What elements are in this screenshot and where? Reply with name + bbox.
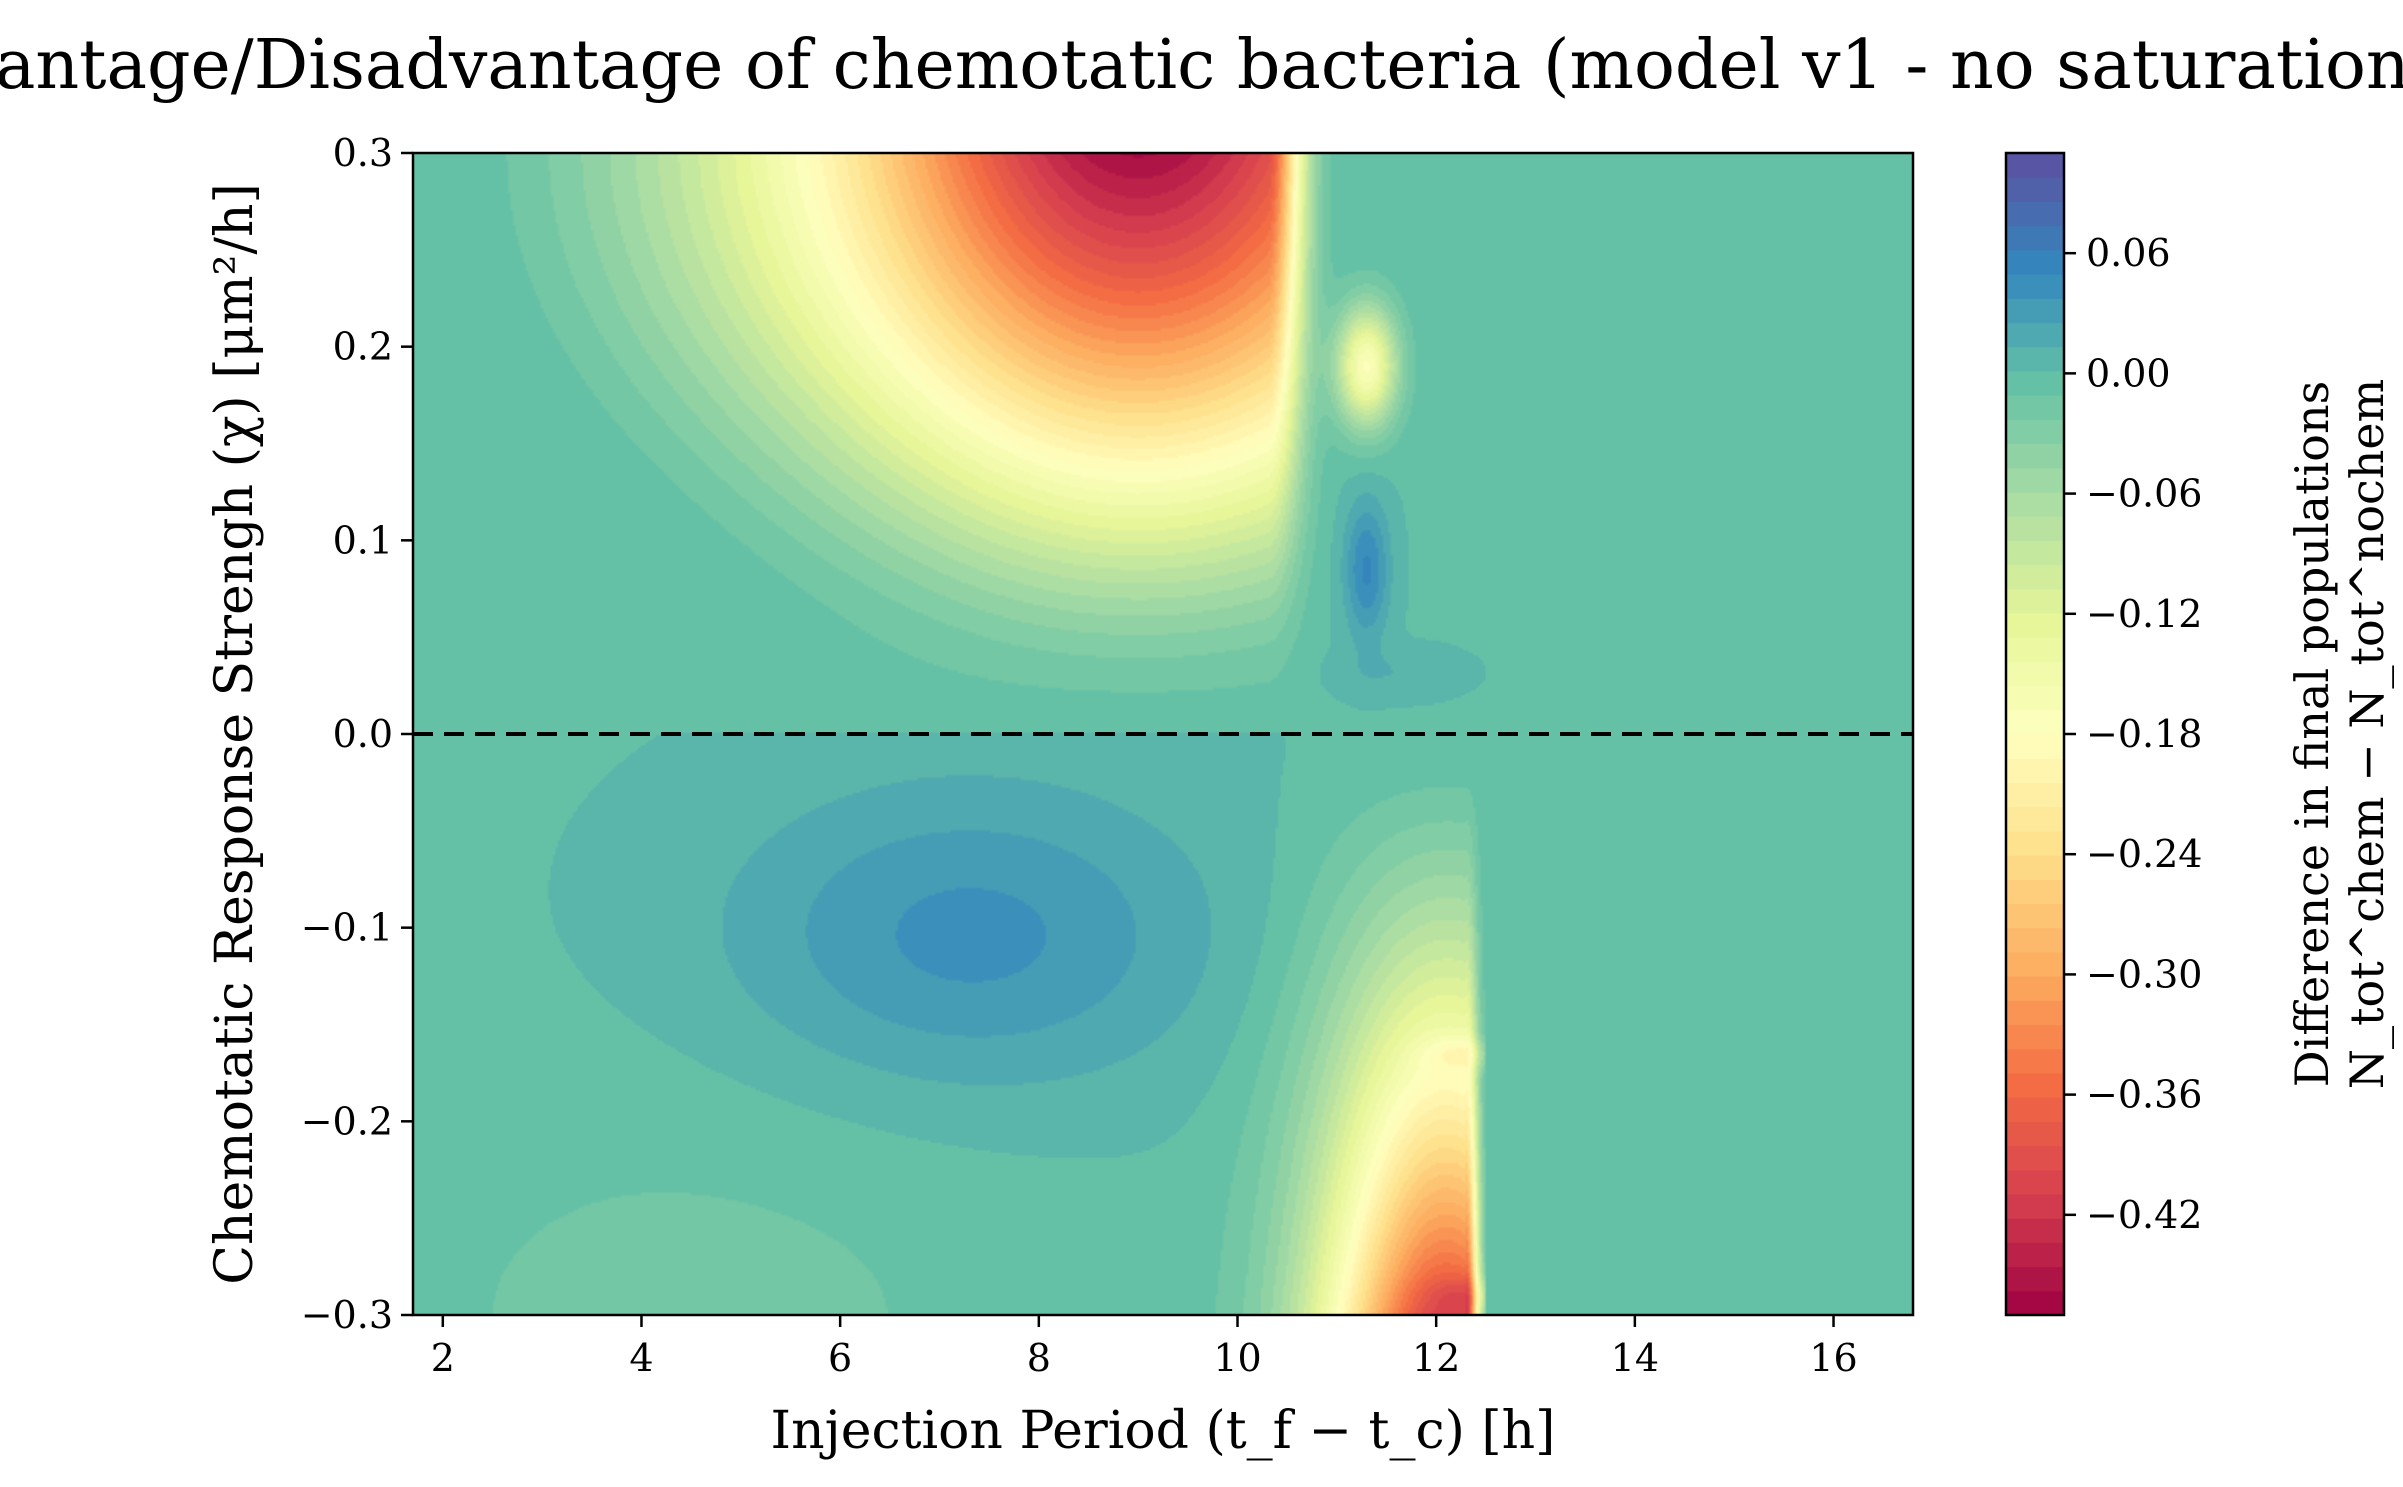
- colorbar-band: [2006, 1169, 2064, 1195]
- colorbar-band: [2006, 1218, 2064, 1243]
- y-tick-label: 0.0: [333, 712, 393, 756]
- colorbar-band: [2006, 661, 2064, 687]
- colorbar-band: [2006, 830, 2064, 856]
- colorbar-band: [2006, 443, 2064, 469]
- x-axis-label: Injection Period (t_f − t_c) [h]: [771, 1401, 1556, 1461]
- colorbar-band: [2006, 274, 2064, 299]
- colorbar-tick-label: −0.36: [2086, 1073, 2202, 1117]
- colorbar-band: [2006, 782, 2064, 808]
- colorbar-band: [2006, 201, 2064, 227]
- colorbar-band: [2006, 540, 2064, 566]
- colorbar-band: [2006, 1072, 2064, 1098]
- y-tick-label: −0.1: [301, 906, 393, 950]
- x-tick-label: 10: [1213, 1336, 1261, 1380]
- x-tick-label: 2: [431, 1336, 455, 1380]
- colorbar-band: [2006, 298, 2064, 324]
- colorbar-band: [2006, 1145, 2064, 1171]
- x-tick-label: 12: [1412, 1336, 1460, 1380]
- colorbar-tick-label: −0.18: [2086, 712, 2202, 756]
- y-tick-label: −0.3: [301, 1293, 393, 1337]
- colorbar-band: [2006, 516, 2064, 541]
- colorbar-band: [2006, 249, 2064, 275]
- chart-title: Advantage/Disadvantage of chemotatic bac…: [0, 26, 2403, 105]
- y-tick-label: 0.2: [333, 325, 393, 369]
- colorbar-tick-label: 0.00: [2086, 351, 2171, 395]
- colorbar-band: [2006, 637, 2064, 662]
- colorbar-band: [2006, 1024, 2064, 1050]
- x-tick-label: 8: [1027, 1336, 1051, 1380]
- x-tick-label: 16: [1809, 1336, 1857, 1380]
- colorbar-band: [2006, 1290, 2064, 1316]
- colorbar-tick-label: −0.30: [2086, 952, 2202, 996]
- colorbar-band: [2006, 177, 2064, 203]
- colorbar-band: [2006, 419, 2064, 445]
- colorbar-ticks: 0.06 0.00 −0.06 −0.12 −0.18 −0.24 −0.30 −0.36 −0…: [2064, 231, 2202, 1237]
- colorbar-band: [2006, 685, 2064, 711]
- colorbar-band: [2006, 467, 2064, 493]
- colorbar-band: [2006, 903, 2064, 929]
- colorbar-band: [2006, 153, 2064, 178]
- y-tick-label: 0.1: [333, 518, 393, 562]
- colorbar-band: [2006, 1193, 2064, 1219]
- colorbar-band: [2006, 1048, 2064, 1074]
- x-tick-label: 14: [1611, 1336, 1659, 1380]
- x-tick-label: 6: [828, 1336, 852, 1380]
- colorbar-band: [2006, 370, 2064, 396]
- colorbar-band: [2006, 564, 2064, 590]
- y-axis-label: Chemotatic Response Strengh (χ) [μm²/h]: [205, 183, 265, 1285]
- colorbar-band: [2006, 346, 2064, 372]
- colorbar-band: [2006, 1242, 2064, 1268]
- colorbar-label-line2: N_tot^chem − N_tot^nochem: [2340, 379, 2394, 1089]
- colorbar-label-line1: Difference in final populations: [2285, 381, 2339, 1087]
- colorbar-tick-label: −0.12: [2086, 592, 2202, 636]
- colorbar-band: [2006, 951, 2064, 977]
- y-axis-ticks: 0.3 0.2 0.1 0.0 −0.1 −0.2 −0.3: [301, 131, 413, 1337]
- colorbar-band: [2006, 1266, 2064, 1292]
- x-axis-ticks: 2 4 6 8 10 12 14 16: [431, 1315, 1858, 1380]
- colorbar-band: [2006, 1000, 2064, 1026]
- colorbar-band: [2006, 491, 2064, 517]
- colorbar-band: [2006, 322, 2064, 348]
- y-tick-label: 0.3: [333, 131, 393, 175]
- colorbar-band: [2006, 855, 2064, 880]
- colorbar-tick-label: 0.06: [2086, 231, 2171, 275]
- colorbar-band: [2006, 976, 2064, 1001]
- x-tick-label: 4: [629, 1336, 653, 1380]
- colorbar-band: [2006, 1097, 2064, 1122]
- colorbar-tick-label: −0.42: [2086, 1193, 2202, 1237]
- colorbar-band: [2006, 1121, 2064, 1147]
- colorbar-band: [2006, 612, 2064, 638]
- colorbar: [2006, 153, 2064, 1316]
- colorbar-tick-label: −0.24: [2086, 832, 2202, 876]
- colorbar-band: [2006, 758, 2064, 784]
- y-tick-label: −0.2: [301, 1099, 393, 1143]
- colorbar-band: [2006, 588, 2064, 614]
- colorbar-band: [2006, 225, 2064, 251]
- colorbar-band: [2006, 927, 2064, 953]
- colorbar-band: [2006, 806, 2064, 832]
- colorbar-band: [2006, 734, 2064, 759]
- colorbar-band: [2006, 879, 2064, 905]
- colorbar-band: [2006, 395, 2064, 420]
- colorbar-band: [2006, 709, 2064, 735]
- colorbar-tick-label: −0.06: [2086, 472, 2202, 516]
